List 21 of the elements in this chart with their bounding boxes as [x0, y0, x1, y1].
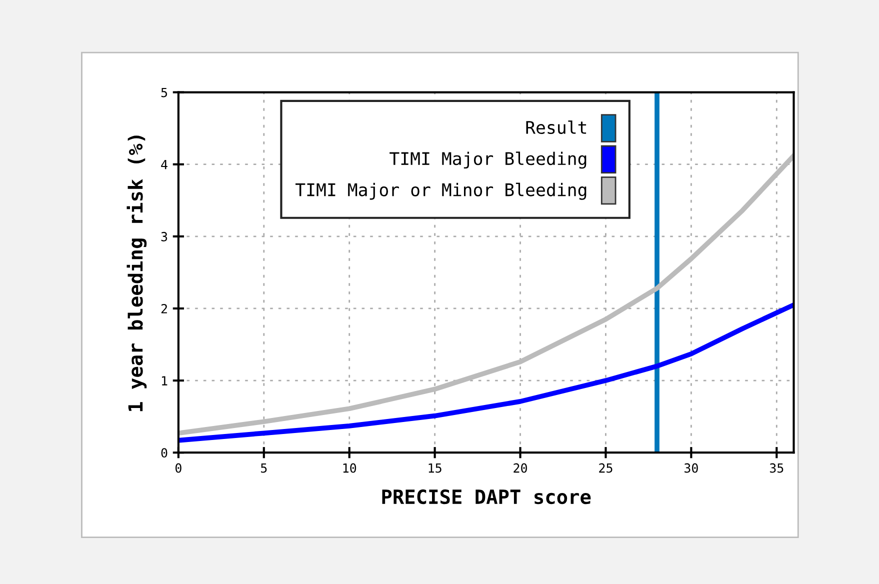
y-tick-label: 5 — [161, 88, 168, 98]
x-tick-label: 25 — [599, 463, 612, 473]
y-tick-label: 3 — [161, 232, 168, 242]
line-series — [178, 153, 794, 436]
y-axis-title: 1 year bleeding risk (%) — [126, 136, 147, 412]
x-axis-title: PRECISE DAPT score — [382, 489, 591, 504]
x-tick-label: 5 — [261, 463, 267, 473]
line-series — [178, 302, 794, 443]
y-tick-label: 1 — [162, 376, 168, 386]
x-tick-label: 35 — [770, 463, 784, 473]
legend-label: TIMI Major Bleeding — [390, 152, 586, 169]
y-tick-label: 2 — [161, 304, 167, 314]
y-tick-label: 4 — [161, 160, 168, 170]
legend-label: TIMI Major or Minor Bleeding — [296, 182, 586, 200]
x-tick-label: 0 — [175, 463, 182, 473]
x-tick-label: 15 — [428, 463, 442, 473]
x-tick-label: 10 — [343, 463, 356, 473]
x-tick-label: 30 — [684, 463, 698, 473]
x-tick-label: 20 — [514, 463, 527, 473]
legend-label: Result — [526, 120, 586, 134]
y-tick-label: 0 — [161, 448, 168, 458]
